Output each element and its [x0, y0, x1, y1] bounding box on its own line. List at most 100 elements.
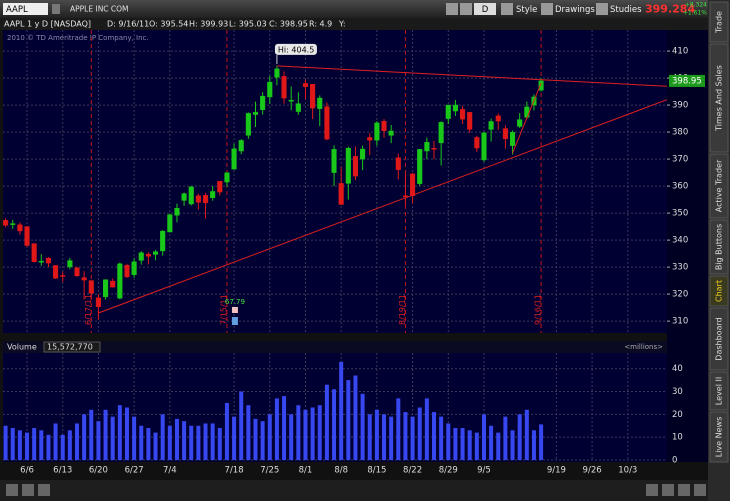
candle-body [374, 122, 380, 141]
bottom-toolbar [0, 480, 708, 501]
marker-label: 8/19/11 [398, 294, 407, 325]
volume-bar [103, 409, 108, 460]
volume-bar [517, 414, 522, 460]
volume-bar [132, 416, 137, 460]
volume-bar [60, 434, 65, 460]
info-field: L: 395.03 [229, 20, 267, 29]
side-tab-label[interactable]: Level II [715, 377, 724, 405]
period-button[interactable] [474, 3, 496, 15]
candle-body [31, 243, 37, 262]
info-bar [0, 18, 708, 30]
tool-icon[interactable] [22, 484, 34, 496]
volume-bar [460, 428, 465, 460]
side-tab[interactable] [709, 275, 729, 307]
volume-bar [360, 393, 365, 460]
candle-body [260, 95, 266, 110]
volume-bar [153, 432, 158, 460]
volume-unit: <millions> [624, 343, 663, 351]
candle-body [145, 253, 151, 257]
tool-icon[interactable] [694, 484, 706, 496]
volume-bar [89, 409, 94, 460]
studies-icon[interactable] [596, 3, 608, 15]
symbol-icon[interactable] [52, 4, 60, 14]
volume-bar [474, 432, 479, 460]
side-tab[interactable] [709, 153, 729, 219]
candle-body [438, 122, 444, 144]
info-field: C: 398.95 [269, 20, 308, 29]
side-tab[interactable] [709, 43, 729, 153]
candle-body [181, 193, 187, 201]
chart-title: AAPL 1 y D [NASDAQ] [4, 20, 91, 29]
y-tick-label: 320 [672, 290, 688, 300]
candle-body [488, 121, 494, 130]
side-tab[interactable] [709, 219, 729, 275]
volume-bar [367, 414, 372, 460]
candle-body [431, 148, 437, 150]
volume-bar [53, 423, 58, 460]
x-tick-label: 8/29 [439, 466, 458, 476]
side-tab[interactable] [709, 307, 729, 371]
info-field: Y: [338, 20, 346, 29]
volume-title: Volume [7, 343, 37, 352]
side-tab[interactable] [709, 1, 729, 43]
candle-body [331, 149, 337, 173]
side-tab-label[interactable]: Live News [715, 417, 724, 458]
button[interactable]: Style [516, 5, 537, 15]
trendline [512, 83, 542, 154]
y-tick-label: 40 [672, 364, 683, 374]
candle-body [467, 112, 473, 130]
side-tab-label[interactable]: Active Trader [715, 159, 724, 212]
side-tab-label[interactable]: Dashboard [715, 317, 724, 360]
period[interactable]: D [482, 5, 489, 15]
candle-body [495, 115, 501, 122]
volume-bar [446, 423, 451, 460]
style-icon[interactable] [501, 3, 513, 15]
symbol-box[interactable] [3, 3, 48, 15]
tool-icon[interactable] [38, 484, 50, 496]
side-tab-label[interactable]: Trade [715, 11, 724, 34]
y-tick-label: 30 [672, 387, 683, 397]
button[interactable]: Drawings [555, 5, 595, 15]
volume-bar [160, 414, 165, 460]
candle-body [345, 148, 351, 184]
candle-body [88, 280, 94, 294]
volume-bar [182, 421, 187, 460]
candle-body [367, 137, 373, 141]
volume-bar [174, 418, 179, 460]
tool-icon[interactable] [646, 484, 658, 496]
drawings-icon[interactable] [541, 3, 553, 15]
side-tab[interactable] [709, 411, 729, 463]
candle-body [238, 140, 244, 152]
symbol[interactable]: AAPL [6, 5, 28, 15]
volume-bar [189, 425, 194, 460]
side-tab-label[interactable]: Big Buttons [715, 224, 724, 270]
volume-bar [267, 414, 272, 460]
volume-bar [39, 430, 44, 460]
volume-bar [239, 391, 244, 460]
side-tab-label[interactable]: Times And Sales [715, 65, 724, 132]
volume-bar [417, 407, 422, 460]
volume-header [3, 341, 667, 353]
volume-bar [439, 416, 444, 460]
y-tick-label: 360 [672, 182, 688, 192]
tool-icon[interactable] [678, 484, 690, 496]
side-tab[interactable] [709, 371, 729, 411]
button[interactable]: Studies [610, 5, 642, 15]
side-tab-label[interactable]: Chart [715, 280, 724, 302]
candle-body [460, 109, 466, 120]
candle-body [302, 83, 309, 87]
volume-bar [282, 396, 287, 460]
volume-bar [210, 423, 215, 460]
copyright: 2010 © TD Ameritrade IP Company, Inc. [7, 34, 149, 42]
x-tick-label: 9/26 [583, 466, 602, 476]
volume-bar [260, 421, 265, 460]
tool-icon[interactable] [662, 484, 674, 496]
tool-icon[interactable] [6, 484, 18, 496]
volume-bar [67, 430, 72, 460]
candle-body [167, 214, 173, 233]
candle-body [174, 207, 180, 216]
candle-body [324, 106, 330, 140]
tool-icon[interactable] [446, 3, 458, 15]
axis-area [667, 30, 708, 462]
tool-icon[interactable] [460, 3, 472, 15]
